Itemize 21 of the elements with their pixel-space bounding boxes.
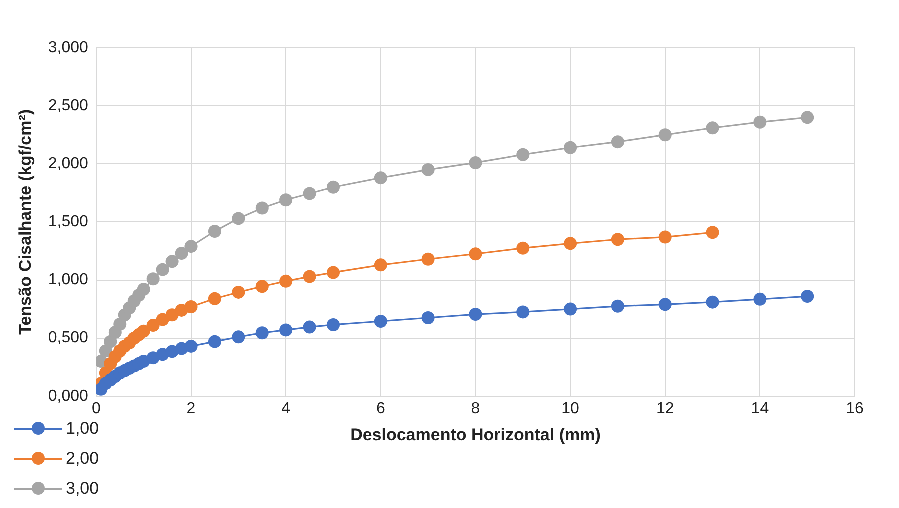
y-axis-title: Tensão Cisalhante (kgf/cm²) [16, 109, 35, 335]
x-tick-label: 2 [186, 400, 196, 418]
legend-label: 3,00 [66, 479, 100, 499]
x-tick-label: 8 [471, 400, 480, 418]
x-tick-label: 16 [846, 400, 864, 418]
y-tick-label: 0,500 [48, 330, 89, 347]
legend-label: 1,00 [66, 419, 100, 439]
y-tick-label: 1,500 [48, 214, 89, 231]
y-tick-label: 2,500 [48, 97, 89, 114]
x-tick-label: 0 [92, 400, 101, 418]
x-tick-label: 12 [656, 400, 674, 418]
y-tick-label: 2,000 [48, 156, 89, 173]
legend-label: 2,00 [66, 449, 100, 469]
y-tick-label: 0,000 [48, 388, 89, 405]
y-tick-label: 3,000 [48, 39, 89, 56]
y-tick-label: 1,000 [48, 272, 89, 289]
x-tick-label: 10 [562, 400, 580, 418]
x-tick-label: 4 [282, 400, 291, 418]
x-tick-label: 14 [751, 400, 770, 418]
x-axis-title: Deslocamento Horizontal (mm) [350, 425, 601, 444]
x-tick-label: 6 [376, 400, 386, 418]
